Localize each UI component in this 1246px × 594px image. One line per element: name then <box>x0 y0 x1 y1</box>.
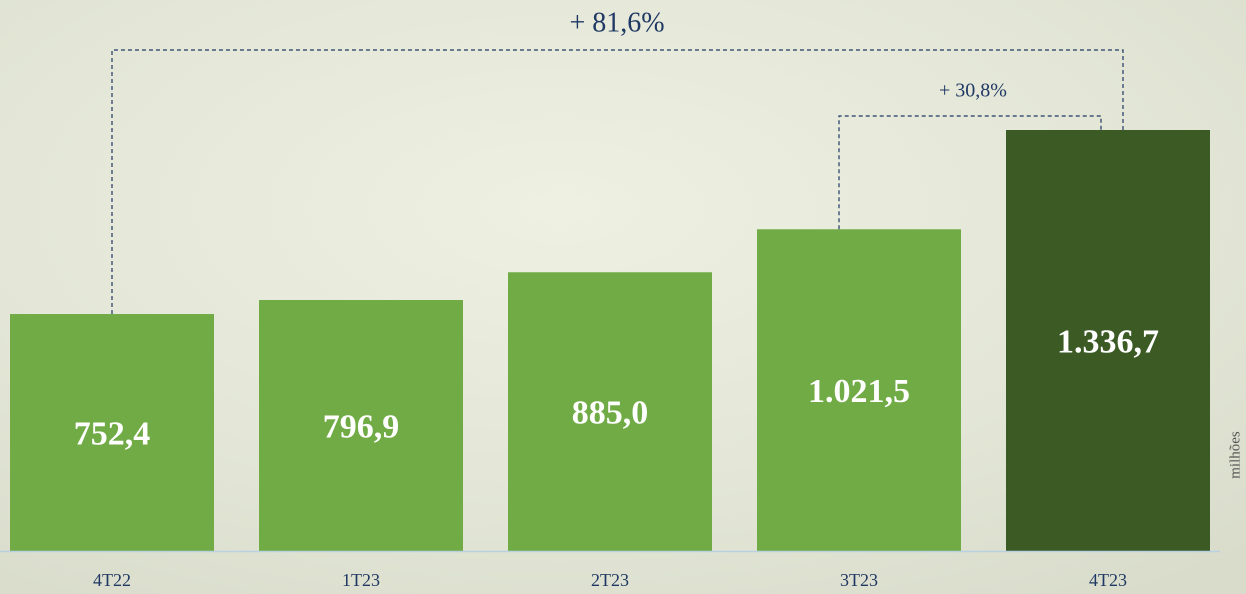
value-label: 1.021,5 <box>808 373 910 410</box>
annotation-total: + 81,6% <box>569 7 664 38</box>
x-tick-label: 4T23 <box>1089 570 1127 590</box>
value-label: 885,0 <box>572 394 649 431</box>
value-label: 796,9 <box>323 408 400 445</box>
chart: + 81,6% + 30,8% milhões 752,4 4T22 796,9 1T… <box>0 0 1246 594</box>
x-tick-label: 1T23 <box>342 570 380 590</box>
x-tick-label: 3T23 <box>840 570 878 590</box>
unit-label: milhões <box>1227 431 1243 479</box>
value-label: 752,4 <box>74 415 151 452</box>
annotation-quarter: + 30,8% <box>939 80 1007 102</box>
x-tick-label: 4T22 <box>93 570 131 590</box>
value-label: 1.336,7 <box>1057 323 1159 360</box>
x-tick-label: 2T23 <box>591 570 629 590</box>
